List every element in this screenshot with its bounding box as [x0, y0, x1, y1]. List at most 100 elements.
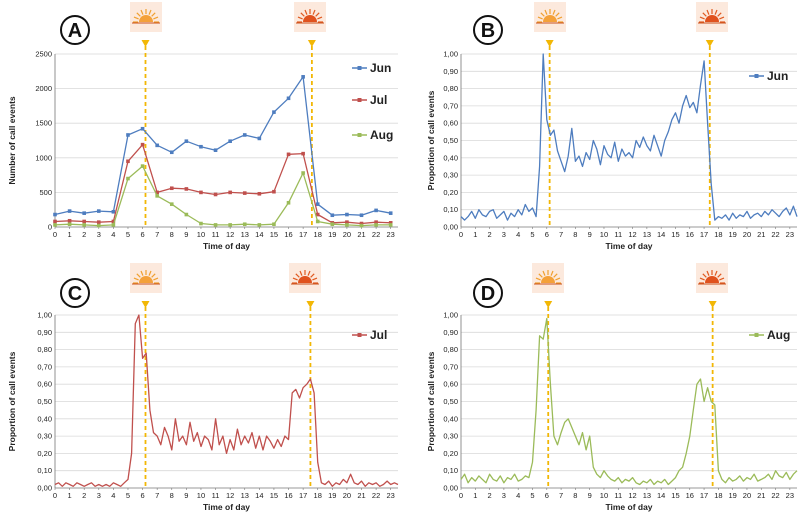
- y-tick-label: 0,80: [37, 345, 52, 354]
- x-tick-label: 8: [573, 491, 577, 500]
- sunset-arrow-icon: [306, 301, 315, 308]
- x-tick-label: 0: [459, 230, 463, 239]
- panel-label-badge: C: [60, 278, 90, 308]
- data-point: [374, 220, 378, 224]
- chart-panel-d: 0,00 0,10 0,20 0,30 0,40 0,50 0,60 0,70 0,80 0,90…: [426, 263, 798, 512]
- data-point: [301, 151, 305, 156]
- x-tick-label: 18: [314, 491, 322, 500]
- x-tick-label: 13: [643, 491, 651, 500]
- y-tick-label: 0,00: [443, 223, 458, 232]
- series-line-aug: [54, 165, 391, 227]
- panel-label-letter: B: [481, 20, 495, 42]
- x-tick-label: 16: [686, 230, 694, 239]
- data-point: [301, 171, 305, 175]
- x-tick-label: 19: [328, 491, 336, 500]
- x-tick-label: 13: [241, 491, 249, 500]
- y-tick-label: 0,10: [443, 205, 458, 214]
- y-tick-label: 0,30: [443, 432, 458, 441]
- x-tick-label: 1: [473, 491, 477, 500]
- panel-label-badge: B: [473, 15, 503, 45]
- data-point: [374, 208, 378, 213]
- y-tick-label: 0,40: [443, 153, 458, 162]
- y-tick-label: 1000: [35, 153, 52, 162]
- x-tick-label: 23: [786, 491, 794, 500]
- series-line-jul: [54, 144, 391, 225]
- x-tick-label: 0: [53, 491, 57, 500]
- x-tick-label: 1: [68, 230, 72, 239]
- y-tick-label: 0,10: [443, 466, 458, 475]
- x-tick-label: 18: [314, 230, 322, 239]
- data-point: [169, 186, 174, 191]
- data-point: [315, 212, 320, 217]
- sun-ray: [295, 273, 300, 278]
- x-tick-label: 14: [255, 230, 263, 239]
- x-tick-label: 16: [284, 230, 292, 239]
- y-tick-label: 0,80: [443, 84, 458, 93]
- data-point: [374, 223, 378, 227]
- panel-label-circle: [473, 15, 503, 45]
- data-point: [53, 219, 57, 224]
- sun-ray: [540, 12, 545, 17]
- x-tick-label: 7: [155, 491, 159, 500]
- x-tick-label: 2: [488, 491, 492, 500]
- sun-ray: [537, 16, 543, 20]
- sunrise-sun-icon: [130, 2, 162, 32]
- legend-label-jun: Jun: [767, 69, 788, 83]
- x-tick-label: 3: [502, 230, 506, 239]
- sun-ray: [304, 9, 308, 15]
- data-point: [213, 223, 218, 227]
- sun-disc: [705, 276, 719, 283]
- sunrise-sun-icon: [534, 2, 566, 32]
- x-tick-label: 3: [97, 230, 101, 239]
- data-point: [96, 223, 101, 228]
- data-point: [388, 223, 393, 227]
- y-tick-label: 0,20: [37, 449, 52, 458]
- legend-marker: [357, 133, 362, 137]
- x-tick-label: 5: [126, 491, 130, 500]
- x-tick-label: 1: [68, 491, 72, 500]
- x-axis-title: Time of day: [203, 502, 250, 512]
- sun-ray: [553, 273, 558, 278]
- panel-label-badge: D: [473, 278, 503, 308]
- data-point: [286, 200, 291, 205]
- data-point: [184, 212, 189, 217]
- x-tick-label: 21: [357, 230, 365, 239]
- x-tick-label: 8: [170, 491, 174, 500]
- data-point: [286, 96, 291, 101]
- data-point: [213, 192, 218, 197]
- data-point: [111, 209, 116, 214]
- panel-label-letter: A: [68, 20, 82, 42]
- sun-disc: [543, 15, 557, 22]
- y-tick-label: 0,90: [443, 67, 458, 76]
- data-point: [257, 191, 262, 196]
- x-tick-label: 12: [628, 491, 636, 500]
- legend-marker: [357, 98, 362, 102]
- series-line-jun: [460, 53, 798, 221]
- data-point: [228, 190, 232, 195]
- x-tick-label: 22: [771, 230, 779, 239]
- sun-ray: [714, 9, 718, 15]
- sun-ray: [148, 270, 152, 276]
- x-tick-label: 19: [328, 230, 336, 239]
- y-axis-title: Proportion of call events: [426, 90, 436, 190]
- data-point: [169, 150, 174, 155]
- x-tick-label: 15: [671, 230, 679, 239]
- data-point: [242, 133, 247, 137]
- x-tick-label: 14: [657, 491, 665, 500]
- y-axis-title: Proportion of call events: [7, 351, 17, 451]
- chart-panel-c: 0,00 0,10 0,20 0,30 0,40 0,50 0,60 0,70 0,80 0,90…: [7, 263, 399, 512]
- sunset-sun-icon: [294, 2, 326, 32]
- x-tick-label: 21: [757, 491, 765, 500]
- sun-ray: [719, 277, 725, 281]
- x-tick-label: 1: [473, 230, 477, 239]
- y-axis-title: Proportion of call events: [426, 351, 436, 451]
- data-point: [126, 159, 130, 164]
- x-tick-label: 4: [111, 230, 115, 239]
- data-point: [82, 223, 86, 227]
- sun-ray: [702, 12, 707, 17]
- x-tick-label: 21: [357, 491, 365, 500]
- panel-label-letter: C: [68, 283, 82, 305]
